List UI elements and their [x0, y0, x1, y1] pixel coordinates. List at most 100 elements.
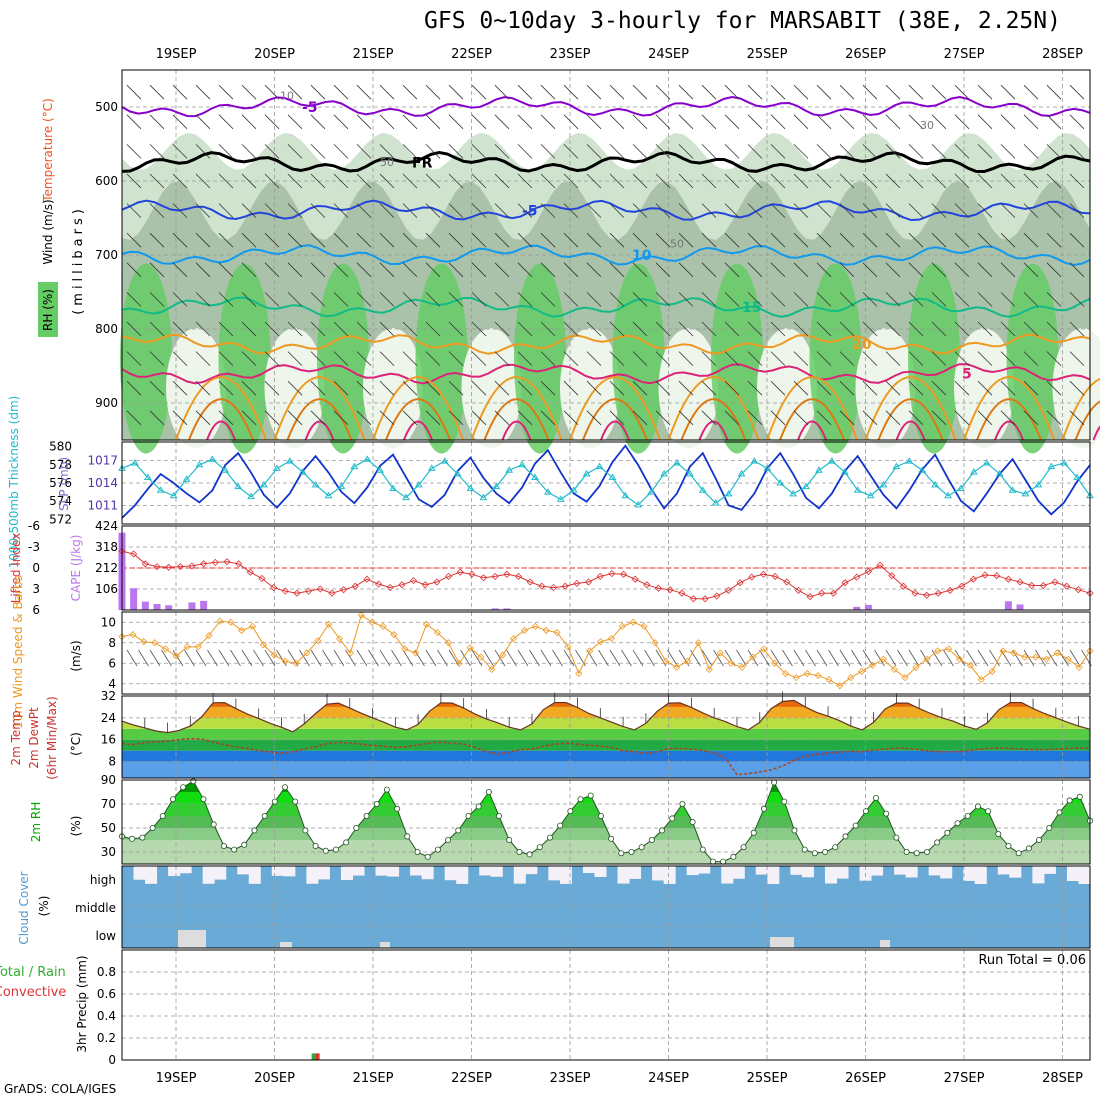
- wind-barb: [471, 380, 487, 396]
- wind-barb: [747, 292, 763, 307]
- thickness-marker: [1047, 462, 1056, 470]
- rh-contour-label: 10: [280, 90, 294, 103]
- lifted-index-marker: [596, 572, 604, 580]
- tick-label: 1017: [87, 454, 118, 468]
- wind-barb: [172, 410, 188, 426]
- wind-barb: [356, 84, 372, 100]
- wind-barb: [816, 232, 832, 248]
- wind-barb: [1023, 410, 1039, 426]
- wind10-barb: [310, 649, 322, 667]
- wind-barb: [402, 84, 418, 100]
- wind-barb: [172, 203, 188, 218]
- wind10-marker: [879, 655, 887, 663]
- lifted-index-marker: [701, 595, 709, 603]
- tick-label: 90: [101, 773, 116, 787]
- wind-barb: [310, 351, 326, 366]
- lifted-index-marker: [724, 586, 733, 594]
- wind10-barb: [471, 649, 483, 667]
- wind-barb: [494, 84, 510, 100]
- wind10-barb: [379, 649, 391, 667]
- wind-barb: [1069, 114, 1085, 130]
- temp2m-label: 2m Temp: [9, 710, 23, 765]
- rh2m-marker: [292, 798, 299, 805]
- rh2m-marker: [506, 837, 513, 844]
- wind-barb: [632, 114, 648, 130]
- wind-barb: [356, 292, 372, 307]
- wind-barb: [1023, 84, 1039, 100]
- rh2m-marker: [1036, 837, 1043, 844]
- wind-barb: [701, 173, 717, 189]
- lifted-index-marker: [561, 582, 569, 590]
- lifted-index-marker: [351, 582, 359, 590]
- rh2m-marker: [659, 827, 666, 834]
- wind-barb: [448, 292, 464, 307]
- lifted-index-marker: [165, 563, 173, 571]
- rh2m-marker: [750, 829, 757, 836]
- wind10-barb: [977, 649, 989, 667]
- thickness-marker: [311, 480, 320, 488]
- wind-barb: [425, 144, 441, 159]
- thickness-marker: [918, 466, 927, 473]
- rh2m-marker: [740, 844, 747, 851]
- rh2m-marker: [608, 835, 615, 842]
- wind-barb: [747, 114, 763, 130]
- lifted-index-marker: [829, 589, 837, 597]
- wind-barb: [287, 144, 303, 159]
- lifted-index-marker: [584, 578, 593, 586]
- wind-barb: [609, 292, 625, 307]
- thickness-marker: [879, 480, 888, 488]
- wind10-marker: [1064, 655, 1072, 663]
- slp-thickness-panel: 1017 1014 1011 580 578 576 574 572: [49, 440, 1094, 526]
- wind-barb: [908, 144, 924, 159]
- rh2m-marker: [760, 805, 767, 812]
- wind-barb: [402, 292, 418, 307]
- wind10-marker: [684, 657, 692, 665]
- lifted-index-marker: [748, 573, 756, 581]
- isotherm-line: [121, 95, 1091, 118]
- wind-barb: [379, 144, 395, 159]
- cape-bar: [864, 604, 872, 610]
- wind10-barb: [322, 649, 333, 667]
- isotherm-line: [121, 296, 1091, 318]
- wind-barb: [563, 144, 579, 159]
- wind-barb: [264, 321, 280, 337]
- wind-barb: [1000, 262, 1016, 278]
- thickness-marker: [505, 466, 514, 473]
- high-cloud-gap: [732, 866, 745, 879]
- wind-barb: [862, 410, 878, 426]
- high-cloud-gap: [974, 866, 987, 884]
- wind-barb: [701, 114, 717, 130]
- wind10-barb: [437, 649, 448, 667]
- wind-barb: [1023, 114, 1039, 130]
- wind10-marker: [1075, 663, 1083, 671]
- high-cloud-gap: [801, 866, 814, 878]
- lifted-index-marker: [818, 589, 826, 597]
- wind-barb: [379, 321, 395, 337]
- rh-moist-column: [612, 263, 665, 454]
- high-cloud-gap: [513, 866, 526, 884]
- high-cloud-gap: [629, 866, 642, 879]
- high-cloud-gap: [548, 866, 561, 881]
- wind-barb: [471, 410, 487, 426]
- wind-barb: [287, 351, 303, 366]
- wind10-barb: [552, 649, 563, 667]
- wind-barb: [793, 351, 809, 366]
- thickness-marker: [531, 473, 539, 481]
- wind-barb: [908, 84, 924, 100]
- wind10-marker: [825, 676, 833, 684]
- rh-moist-column: [415, 263, 468, 454]
- wind-barb: [586, 232, 602, 248]
- lifted-index-marker: [549, 584, 558, 592]
- tick-label: 30: [101, 845, 116, 859]
- wind-barb: [287, 232, 303, 248]
- wind-barb: [356, 114, 372, 130]
- warm-isotherm: [470, 376, 563, 441]
- lifted-index-label: Lifted Index: [9, 533, 23, 604]
- wind-barb: [793, 380, 809, 396]
- wind-barb: [724, 321, 740, 337]
- wind10-barb: [954, 649, 966, 667]
- tick-label: 106: [95, 582, 118, 596]
- wind10-marker: [966, 661, 974, 669]
- high-cloud-gap: [582, 866, 595, 873]
- thickness-marker: [957, 484, 965, 491]
